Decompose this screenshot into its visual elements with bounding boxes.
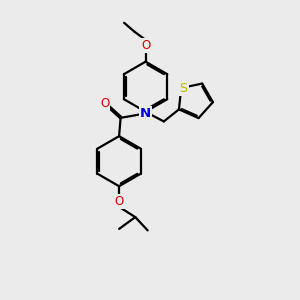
Text: O: O bbox=[141, 39, 150, 52]
Text: O: O bbox=[115, 195, 124, 208]
Text: O: O bbox=[100, 97, 109, 110]
Text: N: N bbox=[140, 107, 151, 120]
Text: S: S bbox=[179, 82, 188, 94]
